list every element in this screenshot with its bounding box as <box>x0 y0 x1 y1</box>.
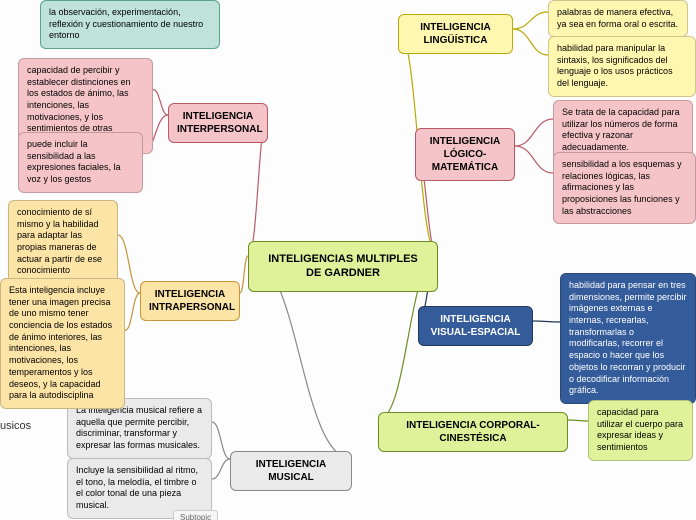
main-node: INTELIGENCIA INTERPERSONAL <box>168 103 268 143</box>
desc-node: la observación, experimentación, reflexi… <box>40 0 220 49</box>
main-node: INTELIGENCIA INTRAPERSONAL <box>140 281 240 321</box>
desc-node: Esta inteligencia incluye tener una imag… <box>0 278 125 409</box>
desc-node: habilidad para pensar en tres dimensione… <box>560 273 696 404</box>
desc-node: puede incluir la sensibilidad a las expr… <box>18 132 143 193</box>
main-node: INTELIGENCIA MUSICAL <box>230 451 352 491</box>
central-node: INTELIGENCIAS MULTIPLES DE GARDNER <box>248 241 438 292</box>
main-node: INTELIGENCIA CORPORAL-CINESTÉSICA <box>378 412 568 452</box>
main-node: INTELIGENCIA LINGÜÍSTICA <box>398 14 513 54</box>
main-node: INTELIGENCIA LÓGICO-MATEMÁTICA <box>415 128 515 181</box>
desc-node: sensibilidad a los esquemas y relaciones… <box>553 152 696 224</box>
truncated-label: usicos <box>0 420 31 432</box>
subtopic-placeholder[interactable]: Subtopic <box>173 510 218 520</box>
desc-node: conocimiento de sí mismo y la habilidad … <box>8 200 118 284</box>
main-node: INTELIGENCIA VISUAL-ESPACIAL <box>418 306 533 346</box>
desc-node: palabras de manera efectiva, ya sea en f… <box>548 0 688 37</box>
desc-node: habilidad para manipular la sintaxis, lo… <box>548 36 696 97</box>
desc-node: capacidad para utilizar el cuerpo para e… <box>588 400 693 461</box>
